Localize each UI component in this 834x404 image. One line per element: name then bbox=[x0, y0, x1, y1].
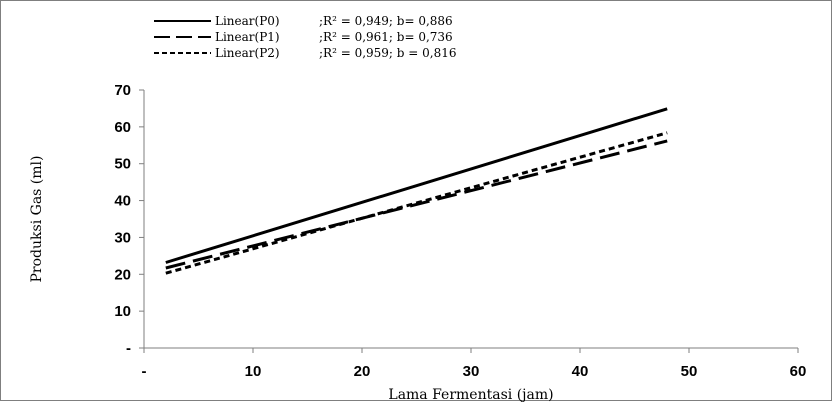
legend-annotation-2: ;R² = 0,961; b= 0,736 bbox=[319, 30, 453, 44]
y-tick-label: 30 bbox=[114, 229, 131, 246]
x-tick-label: 20 bbox=[354, 363, 371, 380]
legend-label-1: Linear(P0) bbox=[215, 14, 280, 28]
legend-label-3: Linear(P2) bbox=[215, 46, 280, 60]
y-tick-label: 10 bbox=[114, 303, 131, 320]
x-tick-label: - bbox=[142, 363, 147, 380]
legend: Linear(P0) ;R² = 0,949; b= 0,886 Linear(P1… bbox=[154, 14, 457, 60]
y-axis-title: Produksi Gas (ml) bbox=[29, 156, 45, 283]
series-layer bbox=[165, 107, 668, 275]
x-tick-label: 60 bbox=[790, 363, 807, 380]
y-tick-label: 20 bbox=[114, 266, 131, 283]
y-tick-label: 40 bbox=[114, 193, 131, 210]
x-tick-label: 50 bbox=[681, 363, 698, 380]
y-tick-label: - bbox=[126, 340, 131, 357]
y-tick-label: 70 bbox=[114, 82, 131, 99]
axes: - 10 20 30 40 50 60 70 - 10 20 30 40 50 60 bbox=[114, 82, 806, 380]
x-tick-label: 30 bbox=[463, 363, 480, 380]
series-line-3 bbox=[165, 131, 668, 275]
legend-annotation-1: ;R² = 0,949; b= 0,886 bbox=[319, 14, 453, 28]
series-line-1 bbox=[165, 107, 668, 264]
legend-annotation-3: ;R² = 0,959; b = 0,816 bbox=[319, 46, 457, 60]
y-tick-label: 50 bbox=[114, 156, 131, 173]
legend-label-2: Linear(P1) bbox=[215, 30, 280, 44]
y-tick-label: 60 bbox=[114, 119, 131, 136]
x-tick-label: 10 bbox=[245, 363, 262, 380]
x-tick-label: 40 bbox=[572, 363, 589, 380]
x-axis-title: Lama Fermentasi (jam) bbox=[388, 387, 553, 403]
series-line-2 bbox=[165, 139, 668, 270]
